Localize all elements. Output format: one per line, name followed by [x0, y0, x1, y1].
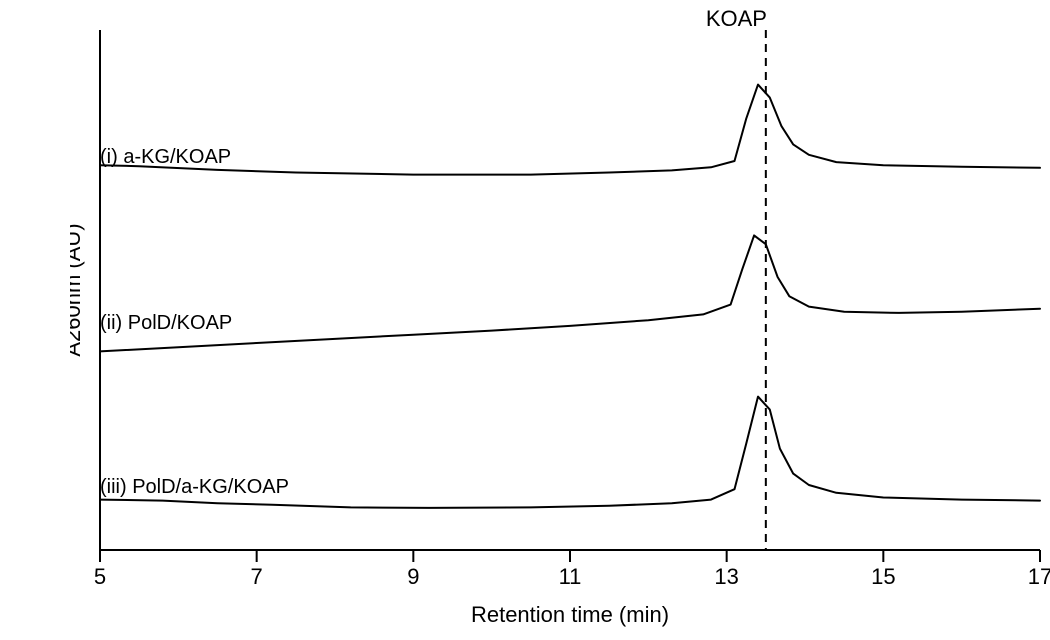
trace-label-i: (i) a-KG/KOAP: [100, 146, 231, 169]
figure-container: 5 7 9 11 13 15 17 Retention time (min) A260nm (A…: [0, 0, 1050, 638]
x-tick-label: 17: [1028, 564, 1050, 589]
plot-area: 57911131517Retention time (min)A260nm (A…: [70, 30, 1010, 640]
x-tick-label: 11: [559, 564, 582, 589]
axes: [100, 30, 1040, 550]
plot-svg: 5 7 9 11 13 15 17 Retention time (min) A260nm (A…: [70, 30, 1050, 640]
trace-label-ii: (ii) PolD/KOAP: [100, 312, 232, 335]
x-tick-label: 5: [94, 564, 106, 589]
trace-i: [100, 85, 1040, 175]
x-axis-title: Retention time (min): [471, 602, 669, 627]
trace-label-iii: (iii) PolD/a-KG/KOAP: [100, 476, 289, 499]
x-tick-label: 9: [407, 564, 419, 589]
marker-label-koap: KOAP: [706, 6, 766, 32]
trace-ii: [100, 235, 1040, 351]
x-tick-label: 7: [251, 564, 263, 589]
x-tick-label: 15: [871, 564, 895, 589]
x-tick-label: 13: [714, 564, 738, 589]
y-axis-title: A260nm (AU): [70, 223, 85, 356]
